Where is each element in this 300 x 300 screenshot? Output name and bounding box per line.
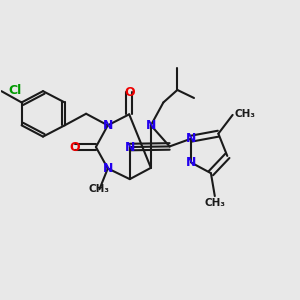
Text: N: N: [103, 162, 113, 175]
Text: N: N: [186, 132, 196, 145]
Text: CH₃: CH₃: [204, 198, 225, 208]
Text: CH₃: CH₃: [89, 184, 110, 194]
Text: N: N: [186, 156, 196, 169]
Text: N: N: [124, 140, 135, 154]
Text: N: N: [146, 119, 156, 132]
Text: Cl: Cl: [8, 84, 21, 97]
Text: O: O: [124, 85, 134, 98]
Text: O: O: [70, 140, 80, 154]
Text: CH₃: CH₃: [234, 109, 255, 119]
Text: N: N: [103, 119, 113, 132]
